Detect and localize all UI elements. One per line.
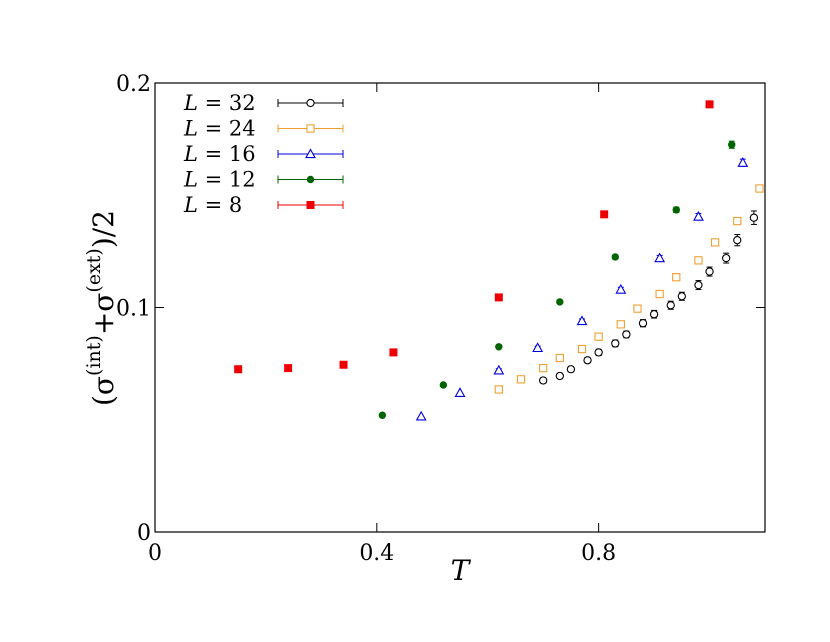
x-tick-label: 0.8 [581, 541, 616, 566]
data-point [516, 375, 526, 384]
legend: L = 32L = 24L = 16L = 12L = 8 [183, 91, 344, 217]
y-axis-label-open: (σ [87, 376, 120, 406]
y-axis-label-sup-int: (int) [83, 335, 105, 376]
data-point [728, 141, 736, 149]
data-point [672, 273, 681, 282]
data-point [539, 363, 548, 373]
data-point [539, 376, 548, 385]
y-axis-label: (σ(int)+σ(ext))/2 [83, 210, 120, 406]
data-point [611, 339, 620, 348]
series-L32 [539, 210, 759, 385]
data-point [638, 319, 648, 328]
data-point [622, 330, 631, 339]
legend-entry-L24: L = 24 [183, 117, 344, 141]
data-point [555, 371, 564, 381]
data-point [611, 253, 619, 261]
data-point [733, 216, 742, 226]
data-point [633, 304, 642, 313]
data-point [577, 344, 587, 354]
data-point [672, 206, 680, 214]
data-point [655, 289, 664, 299]
legend-marker [306, 200, 315, 209]
legend-entry-L32: L = 32 [183, 91, 344, 115]
data-point [677, 292, 686, 301]
legend-label: L = 24 [183, 117, 256, 141]
axis-ticks [154, 82, 765, 533]
legend-marker [306, 124, 315, 133]
data-point [722, 253, 731, 263]
data-point [649, 310, 659, 319]
data-point [284, 364, 293, 373]
legend-label: L = 12 [183, 168, 256, 192]
data-point [415, 410, 427, 421]
x-axis-label: T [451, 554, 472, 587]
data-point [755, 184, 764, 193]
legend-label: L = 16 [183, 142, 256, 166]
data-point [616, 320, 625, 329]
data-point [532, 342, 544, 353]
series-L24 [494, 184, 764, 394]
x-tick-label: 0.4 [359, 541, 394, 566]
y-tick-labels: 0 0.1 0.2 [116, 72, 151, 546]
data-series [234, 100, 764, 421]
data-point [234, 365, 243, 374]
legend-marker [306, 175, 315, 184]
series-L8 [234, 100, 714, 374]
legend-entry-L12: L = 12 [183, 168, 344, 192]
data-point [566, 365, 576, 374]
data-point [749, 213, 759, 222]
data-point [654, 252, 666, 263]
data-point [378, 411, 387, 419]
y-tick-label: 0 [137, 521, 151, 546]
data-point [576, 315, 588, 326]
y-axis-label-sup-ext: (ext) [83, 248, 105, 292]
legend-label: L = 8 [183, 193, 242, 217]
data-point [737, 157, 749, 167]
y-tick-label: 0.1 [116, 297, 151, 322]
data-point [389, 348, 398, 357]
legend-entry-L8: L = 8 [183, 193, 344, 217]
data-point [594, 348, 603, 357]
data-point [733, 235, 742, 245]
legend-marker [305, 148, 316, 159]
data-point [493, 364, 505, 375]
y-tick-label: 0.2 [116, 72, 151, 97]
data-point [494, 293, 503, 302]
y-axis-label-close: )/2 [87, 210, 120, 248]
data-point [339, 360, 348, 369]
x-tick-labels: 0 0.4 0.8 [148, 541, 616, 566]
data-point [694, 256, 703, 265]
series-L16 [415, 157, 749, 421]
y-axis-label-mid: +σ [87, 293, 120, 336]
data-point [495, 343, 503, 351]
data-point [705, 267, 714, 276]
data-point [454, 387, 466, 397]
data-point [583, 356, 592, 365]
data-point [705, 100, 714, 109]
data-point [666, 301, 675, 310]
data-point [600, 210, 609, 219]
legend-marker [306, 98, 315, 108]
data-point [710, 238, 720, 247]
legend-entry-L16: L = 16 [183, 142, 344, 166]
data-point [494, 385, 503, 394]
data-point [439, 381, 448, 389]
data-point [693, 210, 704, 221]
x-tick-label: 0 [148, 541, 162, 566]
data-point [694, 280, 703, 290]
data-point [556, 298, 564, 306]
data-point [615, 283, 627, 294]
data-point [594, 332, 603, 341]
legend-label: L = 32 [183, 91, 256, 115]
series-L12 [378, 140, 736, 419]
data-point [555, 353, 564, 363]
